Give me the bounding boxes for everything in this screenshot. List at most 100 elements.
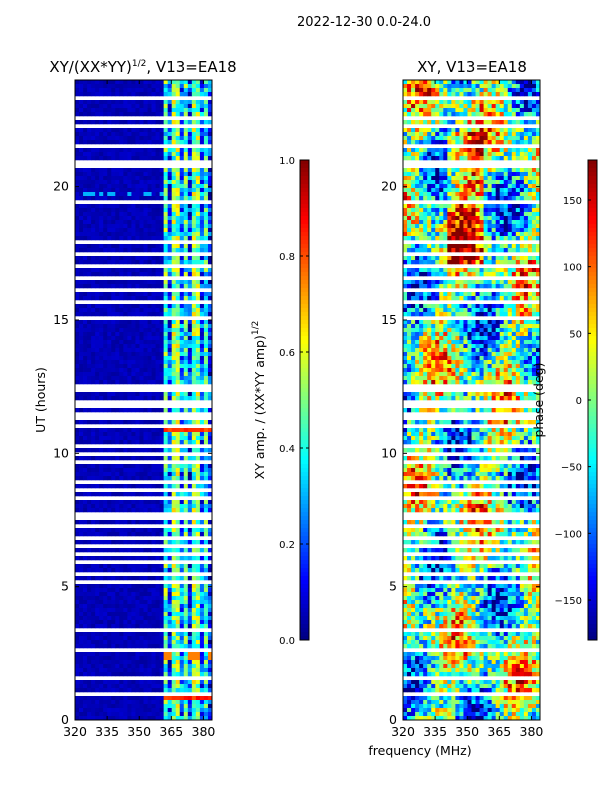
heat-cell — [171, 320, 177, 325]
heat-cell — [119, 464, 124, 469]
heat-cell — [207, 684, 213, 689]
heat-cell — [455, 132, 460, 137]
heat-cell — [447, 132, 452, 137]
heat-cell — [203, 272, 209, 277]
heat-cell — [143, 248, 148, 253]
heat-cell — [147, 120, 152, 125]
heat-cell — [171, 312, 177, 317]
heat-cell — [99, 112, 104, 117]
heat-cell — [123, 296, 128, 301]
heat-cell — [187, 128, 193, 133]
heat-cell — [171, 180, 177, 185]
heat-cell — [91, 320, 96, 325]
heat-cell — [175, 128, 181, 133]
heat-cell — [155, 532, 161, 537]
colorbar-step — [300, 164, 309, 169]
heat-cell — [115, 228, 120, 233]
heat-cell — [135, 192, 140, 197]
heat-cell — [167, 440, 173, 445]
heat-cell — [199, 220, 205, 225]
heat-cell — [203, 564, 209, 569]
heat-cell — [151, 176, 156, 181]
heat-cell — [531, 104, 537, 109]
heat-cell — [175, 668, 181, 673]
heat-cell — [139, 624, 144, 629]
colorbar-step — [300, 516, 309, 521]
heat-cell — [431, 132, 436, 137]
heat-cell — [75, 600, 80, 605]
heat-cell — [115, 296, 120, 301]
heat-cell — [83, 564, 88, 569]
heat-cell — [139, 256, 144, 261]
heat-cell — [139, 364, 144, 369]
heat-cell — [171, 104, 177, 109]
heat-cell — [483, 140, 489, 145]
heat-cell — [199, 248, 205, 253]
heat-cell — [171, 456, 177, 461]
heat-cell — [119, 292, 124, 297]
heat-cell — [179, 320, 185, 325]
heat-cell — [103, 624, 108, 629]
heat-cell — [131, 612, 136, 617]
heat-cell — [95, 600, 100, 605]
heat-cell — [103, 84, 108, 89]
heat-cell — [411, 104, 416, 109]
heat-cell — [479, 152, 484, 157]
heat-cell — [403, 84, 408, 89]
heat-cell — [163, 528, 169, 533]
heat-cell — [151, 500, 156, 505]
heat-cell — [75, 192, 80, 197]
heat-cell — [99, 208, 104, 213]
heat-cell — [123, 616, 128, 621]
heat-cell — [127, 80, 132, 85]
heat-cell — [91, 576, 96, 581]
heat-cell — [83, 340, 88, 345]
heat-cell — [91, 708, 96, 713]
colorbar-step — [300, 216, 309, 221]
heat-cell — [131, 644, 136, 649]
heat-cell — [143, 632, 148, 637]
heat-cell — [115, 324, 120, 329]
heat-cell — [171, 576, 177, 581]
heat-cell — [87, 120, 92, 125]
heat-cell — [75, 420, 80, 425]
heat-cell — [107, 344, 112, 349]
heat-cell — [175, 364, 181, 369]
heat-cell — [119, 712, 124, 717]
heat-cell — [443, 80, 448, 85]
heat-cell — [499, 156, 505, 161]
heat-cell — [191, 640, 197, 645]
heat-cell — [103, 556, 108, 561]
heat-cell — [439, 172, 444, 177]
heat-cell — [139, 688, 144, 693]
heat-cell — [187, 392, 193, 397]
colorbar-step — [300, 380, 309, 385]
heat-cell — [167, 408, 173, 413]
heat-cell — [159, 464, 165, 469]
heat-cell — [103, 600, 108, 605]
heat-cell — [155, 140, 161, 145]
heat-cell — [171, 108, 177, 113]
heat-cell — [147, 248, 152, 253]
heat-cell — [155, 392, 161, 397]
heat-cell — [523, 108, 529, 113]
heat-cell — [107, 184, 112, 189]
heat-cell — [83, 700, 88, 705]
heat-cell — [175, 492, 181, 497]
heat-cell — [155, 156, 161, 161]
heat-cell — [195, 296, 201, 301]
heat-cell — [139, 304, 144, 309]
heat-cell — [183, 308, 189, 313]
heat-cell — [199, 576, 205, 581]
heat-cell — [119, 260, 124, 265]
heat-cell — [195, 232, 201, 237]
heat-cell — [199, 372, 205, 377]
heat-cell — [123, 112, 128, 117]
heat-cell — [107, 292, 112, 297]
heat-cell — [99, 612, 104, 617]
heat-cell — [131, 620, 136, 625]
heat-cell — [131, 468, 136, 473]
heat-cell — [175, 556, 181, 561]
heat-cell — [135, 120, 140, 125]
heat-cell — [123, 208, 128, 213]
